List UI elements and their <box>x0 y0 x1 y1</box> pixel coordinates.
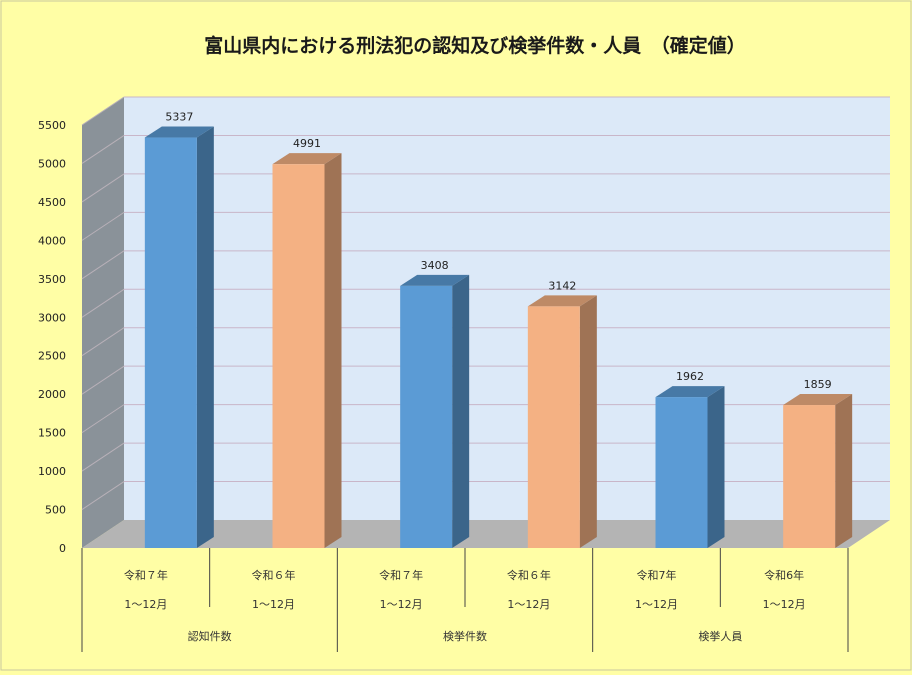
bar <box>655 397 708 548</box>
bar-side <box>324 153 342 548</box>
bar-side <box>707 386 725 548</box>
category-label: 令和６年 <box>507 568 551 582</box>
back-wall <box>124 97 890 520</box>
data-label: 3142 <box>548 279 576 292</box>
bar-side <box>196 126 214 548</box>
y-tick-label: 1000 <box>38 465 66 478</box>
bar <box>144 137 197 548</box>
category-label: 令和6年 <box>764 568 804 582</box>
bar <box>527 306 580 548</box>
data-label: 5337 <box>165 111 193 124</box>
bar-top <box>400 274 470 286</box>
gridline-side <box>81 288 125 318</box>
y-tick-label: 5000 <box>38 157 66 170</box>
bar <box>783 405 836 548</box>
gridline-side <box>81 481 125 510</box>
gridline-side <box>81 365 125 395</box>
gridline-side <box>81 96 125 126</box>
category-label: 令和６年 <box>252 568 296 582</box>
side-wall <box>82 97 124 548</box>
y-tick-label: 4000 <box>38 234 66 247</box>
bar-top <box>272 153 342 165</box>
group-label: 認知件数 <box>188 629 232 643</box>
y-tick-label: 3500 <box>38 273 66 286</box>
category-range-label: 1～12月 <box>380 598 423 611</box>
category-label: 令和７年 <box>124 568 168 582</box>
y-tick-label: 2500 <box>38 350 66 363</box>
y-tick-label: 500 <box>45 504 66 517</box>
y-tick-label: 2000 <box>38 388 66 401</box>
gridline-side <box>81 135 125 164</box>
y-tick-label: 4500 <box>38 196 66 209</box>
category-range-label: 1～12月 <box>635 598 678 611</box>
gridline-side <box>81 404 125 434</box>
chart-title: 富山県内における刑法犯の認知及び検挙件数・人員 （確定値） <box>204 34 746 57</box>
bar-side <box>579 295 597 548</box>
category-label: 令和7年 <box>637 568 677 582</box>
gridline-side <box>81 211 125 241</box>
category-range-label: 1～12月 <box>763 598 806 611</box>
bar-top <box>144 126 214 138</box>
y-tick-label: 1500 <box>38 427 66 440</box>
gridline-side <box>81 442 125 472</box>
data-label: 3408 <box>421 259 449 272</box>
group-label: 検挙人員 <box>698 629 742 643</box>
gridline-side <box>81 250 125 280</box>
data-label: 4991 <box>293 137 321 150</box>
category-range-label: 1～12月 <box>507 598 550 611</box>
bar-top <box>655 386 725 398</box>
gridline-side <box>81 173 125 203</box>
bar-top <box>783 394 853 406</box>
bar-side <box>835 394 853 548</box>
y-tick-label: 0 <box>59 542 66 555</box>
category-range-label: 1～12月 <box>124 598 167 611</box>
bar <box>400 285 453 548</box>
plot-area: 0 500 1000 1500 2000 2500 3000 3500 4000 4500 5000… <box>38 96 890 652</box>
y-tick-label: 5500 <box>38 119 66 132</box>
data-label: 1962 <box>676 370 704 383</box>
y-tick-label: 3000 <box>38 311 66 324</box>
category-label: 令和７年 <box>379 568 423 582</box>
group-label: 検挙件数 <box>443 629 487 643</box>
bar-side <box>452 274 470 548</box>
bar <box>272 164 325 548</box>
category-range-label: 1～12月 <box>252 598 295 611</box>
bar-top <box>527 295 597 307</box>
gridline-side <box>81 327 125 357</box>
data-label: 1859 <box>804 378 832 391</box>
